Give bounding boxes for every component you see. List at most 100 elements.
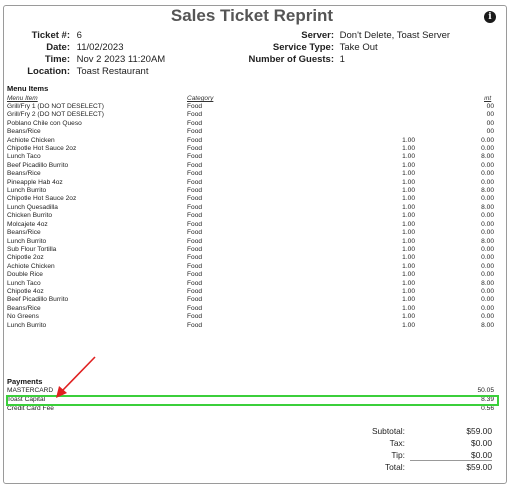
tax-value: $0.00 — [471, 438, 492, 448]
table-row: Double Rice Food 1.00 0.00 — [7, 271, 495, 279]
item-category: Food — [187, 304, 203, 312]
item-quantity: 1.00 — [402, 296, 415, 304]
table-row: Lunch Burrito Food 1.00 8.00 — [7, 187, 495, 195]
item-category: Food — [187, 203, 203, 211]
item-category: Food — [187, 119, 203, 127]
item-category: Food — [187, 245, 203, 253]
ticket-location: Location: Toast Restaurant — [27, 66, 149, 77]
item-category: Food — [187, 296, 203, 304]
item-amount: 0.00 — [481, 287, 494, 295]
item-quantity: 1.00 — [402, 287, 415, 295]
table-row: Lunch Taco Food 1.00 8.00 — [7, 153, 495, 161]
ticket-guests: Number of Guests: 1 — [248, 54, 345, 65]
item-name: Chipotle 4oz — [7, 287, 44, 295]
item-name: Beef Picadillo Burrito — [7, 296, 69, 304]
item-amount: 0.00 — [481, 271, 494, 279]
item-amount: 0.00 — [481, 313, 494, 321]
item-amount: 0.00 — [481, 304, 494, 312]
ticket-number: Ticket #: 6 — [31, 30, 82, 41]
ticket-date: Date: 11/02/2023 — [46, 42, 124, 53]
item-name: Chicken Burrito — [7, 212, 53, 220]
item-name: No Greens — [7, 313, 39, 321]
item-quantity: 1.00 — [402, 237, 415, 245]
item-amount: 0.00 — [481, 161, 494, 169]
item-amount: 0.00 — [481, 170, 494, 178]
total-label: Total: — [384, 462, 405, 472]
table-row: Lunch Taco Food 1.00 8.00 — [7, 280, 495, 288]
item-amount: 0.00 — [481, 195, 494, 203]
table-row: Beef Picadillo Burrito Food 1.00 0.00 — [7, 162, 495, 170]
table-row: Achiote Chicken Food 1.00 0.00 — [7, 263, 495, 271]
info-icon[interactable]: i — [484, 11, 496, 23]
item-quantity: 1.00 — [402, 254, 415, 262]
column-header-category: Category — [187, 95, 214, 102]
subtotal-value: $59.00 — [466, 426, 492, 436]
item-category: Food — [187, 279, 203, 287]
item-category: Food — [187, 321, 203, 329]
table-row: Lunch Quesadilla Food 1.00 8.00 — [7, 204, 495, 212]
payment-name: MASTERCARD — [7, 387, 54, 394]
column-header-amount: ınt — [484, 95, 492, 102]
highlight-box — [6, 395, 499, 406]
tip-value: $0.00 — [471, 450, 492, 460]
tax-label: Tax: — [389, 438, 405, 448]
item-name: Lunch Burrito — [7, 187, 47, 195]
item-category: Food — [187, 271, 203, 279]
item-category: Food — [187, 187, 203, 195]
item-name: Molcajete 4oz — [7, 220, 48, 228]
item-category: Food — [187, 195, 203, 203]
item-quantity: 1.00 — [402, 203, 415, 211]
table-row: Grill/Fry 1 (DO NOT DESELECT) Food 00 — [7, 103, 495, 111]
payment-name: Credit Card Fee — [7, 405, 54, 412]
item-name: Beans/Rice — [7, 128, 41, 136]
page-title: Sales Ticket Reprint — [170, 6, 334, 25]
item-amount: 8.00 — [481, 187, 494, 195]
item-quantity: 1.00 — [402, 212, 415, 220]
item-name: Lunch Quesadilla — [7, 203, 58, 211]
item-name: Beans/Rice — [7, 304, 41, 312]
item-category: Food — [187, 111, 203, 119]
item-name: Grill/Fry 2 (DO NOT DESELECT) — [7, 111, 104, 119]
column-header-menu-item: Menu Item — [7, 95, 38, 102]
item-category: Food — [187, 237, 203, 245]
table-row: Beans/Rice Food 00 — [7, 128, 495, 136]
item-name: Lunch Burrito — [7, 237, 47, 245]
item-name: Lunch Taco — [7, 279, 41, 287]
item-name: Pineapple Hab 4oz — [7, 178, 63, 186]
item-category: Food — [187, 287, 203, 295]
item-quantity: 1.00 — [402, 279, 415, 287]
item-amount: 0.00 — [481, 262, 494, 270]
item-amount: 0.00 — [481, 220, 494, 228]
item-quantity: 1.00 — [402, 304, 415, 312]
table-row: Beef Picadillo Burrito Food 1.00 0.00 — [7, 296, 495, 304]
item-category: Food — [187, 212, 203, 220]
item-name: Achiote Chicken — [7, 136, 55, 144]
ticket-service-type: Service Type: Take Out — [272, 42, 378, 53]
item-category: Food — [187, 220, 203, 228]
payment-name: Toast Capital — [7, 396, 46, 403]
item-quantity: 1.00 — [402, 178, 415, 186]
table-row: Chipotle 2oz Food 1.00 0.00 — [7, 254, 495, 262]
item-name: Grill/Fry 1 (DO NOT DESELECT) — [7, 103, 104, 110]
item-amount: 0.00 — [481, 245, 494, 253]
item-category: Food — [187, 136, 203, 144]
item-category: Food — [187, 103, 203, 110]
item-quantity: 1.00 — [402, 229, 415, 237]
table-row: Chipotle 4oz Food 1.00 0.00 — [7, 288, 495, 296]
item-name: Beef Picadillo Burrito — [7, 161, 69, 169]
item-quantity: 1.00 — [402, 321, 415, 329]
payment-amount: 0.56 — [481, 405, 494, 412]
item-amount: 0.00 — [481, 212, 494, 220]
item-quantity: 1.00 — [402, 170, 415, 178]
item-category: Food — [187, 313, 203, 321]
totals-divider — [410, 460, 492, 461]
item-category: Food — [187, 145, 203, 153]
subtotal-label: Subtotal: — [371, 426, 405, 436]
item-quantity: 1.00 — [402, 271, 415, 279]
item-amount: 0.00 — [481, 254, 494, 262]
item-quantity: 1.00 — [402, 262, 415, 270]
item-amount: 00 — [486, 128, 494, 136]
tip-label: Tip: — [391, 450, 405, 460]
menu-items-list: Grill/Fry 1 (DO NOT DESELECT) Food 00 Grill… — [7, 103, 495, 330]
item-name: Chipotle Hot Sauce 2oz — [7, 145, 77, 153]
